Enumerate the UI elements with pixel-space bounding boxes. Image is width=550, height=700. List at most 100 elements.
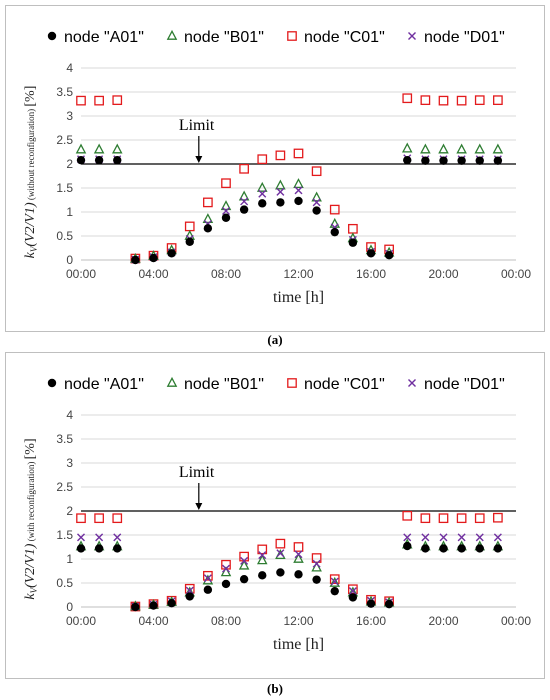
- chart-a-ylabel-part-1: V: [29, 245, 39, 252]
- chart-a-legend-marker-1: [166, 29, 178, 40]
- chart-b-point-A01-13: [312, 575, 321, 584]
- chart-b-legend-label-3: node "D01": [424, 376, 505, 393]
- chart-a-xtick-0: 00:00: [66, 267, 96, 281]
- chart-a-point-C01-13: [311, 166, 322, 177]
- chart-a-point-A01-15: [348, 238, 358, 247]
- chart-b-point-A01-21: [457, 544, 466, 553]
- chart-a-point-D01-8: [222, 207, 230, 216]
- chart-a-point-A01-6: [185, 237, 194, 246]
- chart-a-point-C01-18: [402, 93, 413, 104]
- chart-a-point-D01-10-stroke2: [258, 189, 267, 198]
- chart-b-xtick-5: 20:00: [428, 614, 458, 628]
- chart-b-point-D01-8-stroke2: [222, 564, 230, 573]
- chart-b-point-D01-12-stroke2: [294, 550, 303, 559]
- chart-b-point-D01-15: [348, 587, 357, 596]
- chart-a-legend-marker-2: [287, 31, 297, 41]
- chart-b-legend-marker-2: [287, 378, 297, 388]
- chart-a-point-D01-9: [240, 197, 249, 206]
- chart-a-point-C01-12: [293, 148, 304, 159]
- chart-a-point-C01-10: [257, 154, 268, 165]
- chart-b-xtick-2: 08:00: [211, 614, 241, 628]
- chart-b-point-A01-19: [421, 544, 430, 553]
- chart-b-point-A01-2: [113, 544, 122, 553]
- chart-a-legend-marker-3-stroke2: [408, 32, 416, 40]
- chart-a-point-A01-19: [421, 156, 430, 165]
- chart-b-point-D01-0-stroke2: [77, 533, 85, 542]
- chart-b-point-A01-4: [149, 601, 158, 610]
- chart-a-point-C01-14: [329, 204, 340, 215]
- chart-a-ytick-0: 0: [66, 253, 73, 267]
- chart-b-ytick-8: 4: [66, 408, 73, 422]
- caption-a: (a): [267, 332, 283, 347]
- chart-a-point-A01-8: [221, 213, 231, 222]
- chart-a-point-C01-15: [348, 223, 358, 234]
- chart-a-point-B01-14: [329, 217, 341, 228]
- chart-a-point-C01-9: [239, 163, 249, 174]
- chart-b-point-B01-13: [311, 561, 322, 572]
- chart-b-point-D01-7: [203, 574, 212, 583]
- chart-a-xtick-2: 08:00: [211, 267, 241, 281]
- chart-a-point-B01-12: [293, 178, 304, 189]
- chart-b-point-A01-8: [221, 579, 231, 589]
- chart-b-ytick-3: 1.5: [56, 528, 73, 542]
- chart-a-point-D01-11-stroke2: [276, 187, 285, 196]
- chart-b-point-D01-13-stroke2: [312, 559, 321, 568]
- chart-b-xtick-4: 16:00: [356, 614, 386, 628]
- chart-a-xtick-6: 00:00: [501, 267, 531, 281]
- chart-a-ylabel-part-2: (V2/V1): [23, 202, 38, 247]
- chart-a-point-A01-9: [239, 205, 249, 214]
- chart-a-ytick-7: 3.5: [56, 85, 73, 99]
- chart-b-point-A01-12: [294, 570, 303, 579]
- chart-b-point-D01-1-stroke2: [95, 533, 104, 542]
- chart-a-point-A01-11: [276, 198, 285, 207]
- chart-panel-a: node "A01" node "B01" node "C01" node "D01"…: [5, 5, 545, 332]
- chart-b-point-D01-9-stroke2: [240, 556, 249, 565]
- chart-b-point-B01-10: [256, 554, 268, 565]
- chart-b-ytick-1: 0.5: [56, 576, 73, 590]
- chart-a-point-C01-11: [275, 150, 286, 161]
- chart-b-point-A01-20: [439, 544, 448, 553]
- chart-a-point-B01-20: [438, 143, 449, 154]
- chart-a-point-C01-8: [221, 178, 231, 189]
- chart-a-ytick-6: 3: [66, 109, 73, 123]
- chart-a-point-B01-13: [311, 191, 322, 202]
- chart-a-xlabel: time [h]: [273, 289, 324, 306]
- chart-b-point-A01-14: [330, 586, 339, 596]
- chart-a-point-D01-13: [312, 198, 321, 207]
- chart-a-point-A01-3: [131, 255, 140, 265]
- chart-b-point-D01-12: [294, 550, 303, 559]
- chart-b-point-C01-21: [456, 513, 467, 524]
- chart-b-point-A01-23: [493, 544, 503, 553]
- chart-a-point-D01-9-stroke2: [240, 197, 249, 206]
- chart-b-point-A01-10: [258, 571, 267, 580]
- chart-b-point-D01-19-stroke2: [421, 533, 430, 542]
- chart-a-point-B01-1: [93, 143, 105, 154]
- chart-b-point-B01-12: [293, 552, 304, 563]
- chart-b-ylabel-part-2: (V2/V1): [23, 543, 38, 588]
- chart-a-xtick-4: 16:00: [356, 267, 386, 281]
- chart-a-legend-label-3: node "D01": [424, 29, 505, 46]
- chart-b-point-A01-18: [403, 541, 412, 551]
- chart-b-legend-marker-3: [408, 379, 416, 387]
- chart-b-point-D01-2-stroke2: [113, 533, 122, 542]
- chart-a-point-A01-10: [258, 199, 267, 208]
- chart-a-point-B01-7: [202, 213, 214, 224]
- chart-b-ylabel: kV(V2/V1) (with reconfiguration) [%]: [23, 438, 39, 599]
- chart-panel-b: node "A01" node "B01" node "C01" node "D01"…: [5, 352, 545, 679]
- chart-b-point-C01-18: [402, 510, 413, 521]
- chart-a-point-D01-12: [294, 186, 303, 195]
- chart-a-point-A01-13: [312, 206, 321, 215]
- chart-a-point-B01-11: [275, 179, 286, 190]
- chart-a-xtick-1: 04:00: [138, 267, 168, 281]
- chart-a-point-B01-2: [111, 143, 123, 154]
- chart-b-legend-marker-1: [166, 376, 178, 387]
- chart-a-point-D01-12-stroke2: [294, 186, 303, 195]
- chart-a-point-A01-20: [439, 156, 448, 165]
- chart-a-point-A01-21: [457, 156, 466, 165]
- chart-a-legend-label-1: node "B01": [184, 29, 264, 46]
- chart-a-point-C01-7: [203, 197, 213, 208]
- chart-b-point-D01-8: [222, 564, 230, 573]
- chart-b-point-D01-23: [493, 533, 502, 542]
- chart-b-xlabel: time [h]: [273, 636, 324, 653]
- chart-b-point-A01-0: [76, 544, 86, 553]
